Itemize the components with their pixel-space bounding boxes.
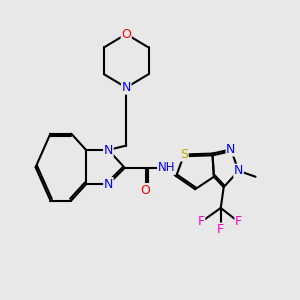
Text: NH: NH <box>158 161 175 174</box>
Text: N: N <box>104 143 113 157</box>
Text: N: N <box>104 178 113 191</box>
Text: O: O <box>141 184 151 196</box>
Text: S: S <box>180 148 188 161</box>
Text: methyl: methyl <box>258 173 262 175</box>
Text: F: F <box>235 215 242 228</box>
Text: F: F <box>198 215 205 228</box>
Text: O: O <box>121 28 131 40</box>
Text: N: N <box>226 143 236 156</box>
Text: N: N <box>234 164 243 177</box>
Text: F: F <box>217 223 224 236</box>
Text: N: N <box>122 81 131 94</box>
